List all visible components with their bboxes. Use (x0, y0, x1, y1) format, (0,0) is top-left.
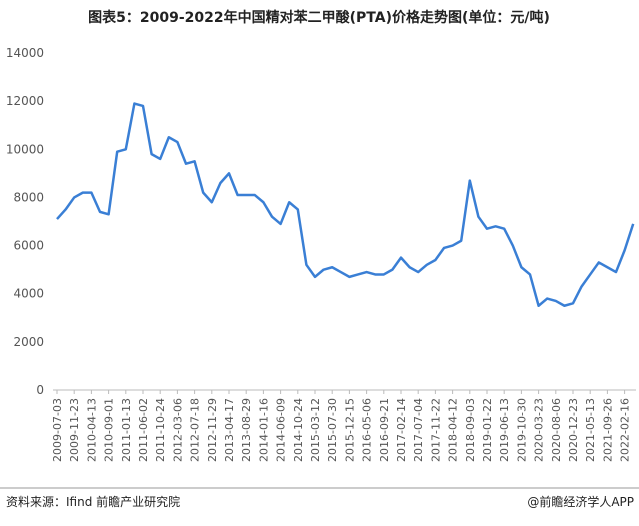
x-tick-label: 2009-07-03 (51, 398, 64, 462)
x-tick-label: 2011-01-13 (120, 398, 133, 462)
source: 资料来源：Ifind 前瞻产业研究院 (6, 494, 180, 509)
x-tick-label: 2010-04-13 (85, 398, 98, 462)
x-tick-label: 2013-08-29 (240, 398, 253, 462)
x-tick-label: 2018-09-03 (464, 398, 477, 462)
chart-title: 图表5：2009-2022年中国精对苯二甲酸(PTA)价格走势图(单位：元/吨) (88, 9, 550, 26)
x-tick-label: 2012-03-06 (171, 398, 184, 462)
y-tick-label: 2000 (13, 335, 44, 349)
y-tick-label: 14000 (6, 46, 44, 60)
y-tick-label: 0 (36, 383, 44, 397)
x-tick-label: 2017-11-22 (429, 398, 442, 462)
x-tick-label: 2013-04-17 (223, 398, 236, 462)
x-tick-label: 2019-06-13 (498, 398, 511, 462)
series-line (56, 102, 635, 307)
y-tick-label: 6000 (13, 239, 44, 253)
x-tick-label: 2019-10-30 (515, 398, 528, 462)
x-tick-label: 2017-02-14 (395, 398, 408, 462)
x-tick-label: 2012-11-29 (206, 398, 219, 462)
x-tick-label: 2016-09-21 (378, 398, 391, 462)
y-tick-label: 4000 (13, 287, 44, 301)
x-tick-label: 2020-08-06 (550, 398, 563, 462)
x-tick-label: 2011-10-24 (154, 398, 167, 462)
x-tick-label: 2012-07-18 (189, 398, 202, 462)
x-tick-label: 2017-07-04 (412, 398, 425, 462)
x-tick-label: 2020-12-23 (567, 398, 580, 462)
brand: @前瞻经济学人APP (527, 494, 634, 509)
y-tick-label: 12000 (6, 94, 44, 108)
x-tick-label: 2015-07-30 (326, 398, 339, 462)
x-tick-label: 2015-12-15 (343, 398, 356, 462)
x-tick-label: 2014-01-16 (257, 398, 270, 462)
x-tick-label: 2015-03-12 (309, 398, 322, 462)
x-tick-label: 2014-10-24 (292, 398, 305, 462)
x-tick-label: 2018-04-12 (447, 398, 460, 462)
y-tick-label: 8000 (13, 190, 44, 204)
x-tick-label: 2016-05-06 (361, 398, 374, 462)
x-tick-label: 2020-03-23 (533, 398, 546, 462)
x-tick-label: 2021-09-26 (601, 398, 614, 462)
x-tick-label: 2021-05-13 (584, 398, 597, 462)
x-tick-label: 2009-11-23 (68, 398, 81, 462)
y-tick-label: 10000 (6, 142, 44, 156)
x-tick-label: 2022-02-16 (619, 398, 632, 462)
x-tick-label: 2010-09-01 (103, 398, 116, 462)
x-tick-label: 2019-01-22 (481, 398, 494, 462)
x-tick-label: 2011-06-02 (137, 398, 150, 462)
x-tick-label: 2014-06-09 (275, 398, 288, 462)
